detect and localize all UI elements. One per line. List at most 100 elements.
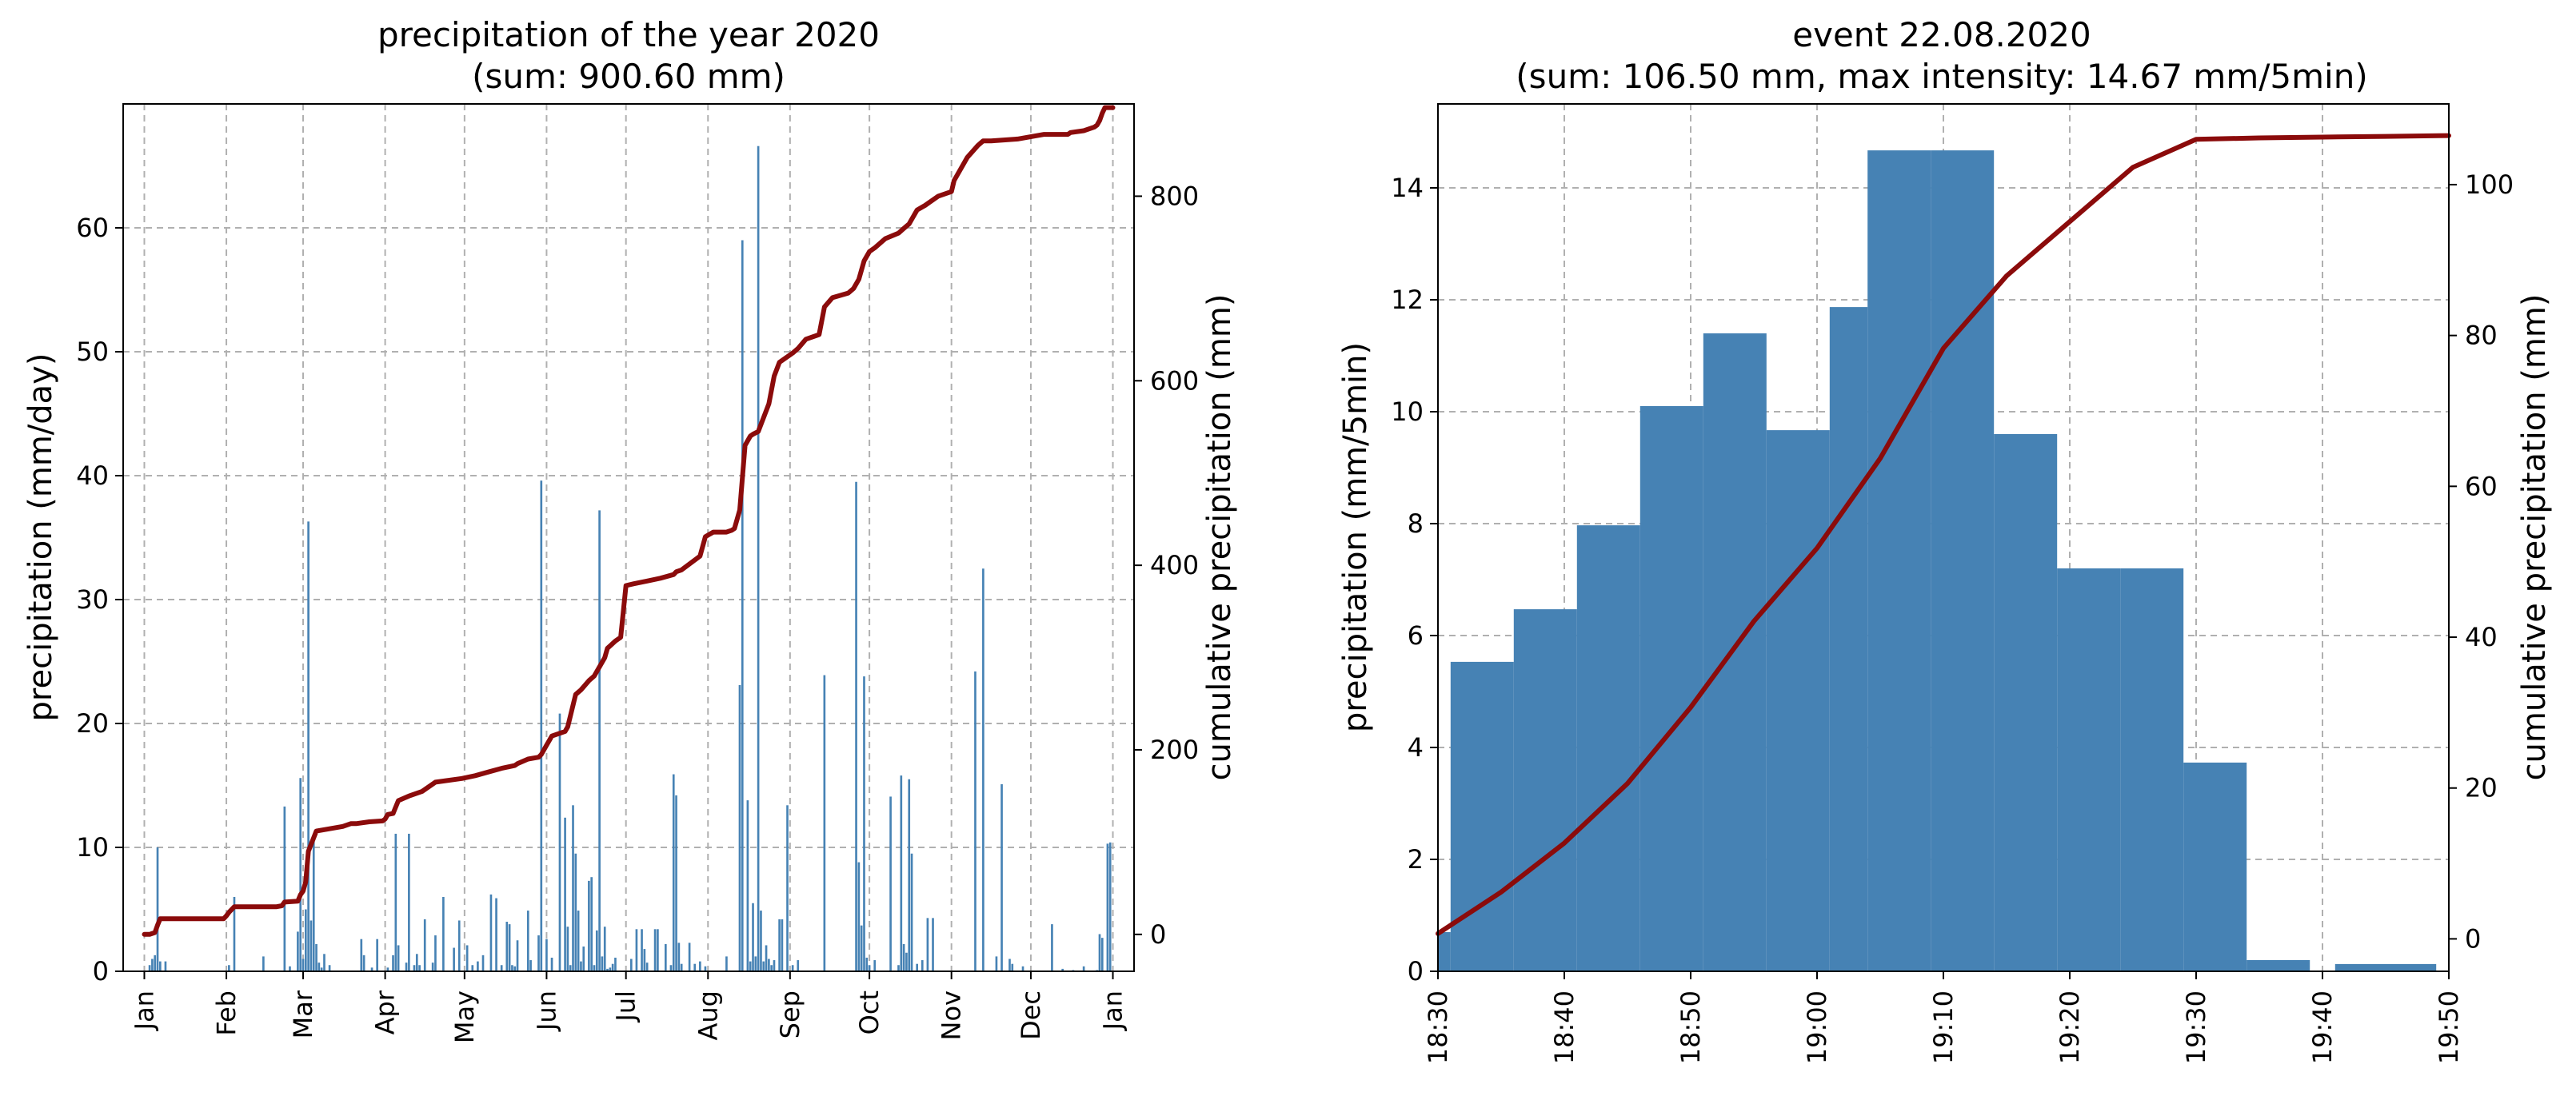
bar — [762, 961, 765, 971]
x-tick-label: Jun — [531, 990, 561, 1032]
bar — [558, 713, 561, 971]
bar — [693, 963, 697, 971]
bar — [500, 965, 503, 971]
bar — [738, 684, 741, 971]
bar — [392, 955, 394, 971]
y-tick-label: 0 — [1408, 956, 1424, 986]
y-tick-label: 2 — [1408, 844, 1424, 875]
bar — [768, 959, 770, 971]
bar — [677, 943, 681, 971]
bar — [982, 568, 984, 971]
bar — [516, 940, 519, 971]
bar — [457, 920, 461, 971]
bar — [312, 835, 315, 971]
bar — [921, 960, 924, 971]
bar — [529, 960, 532, 971]
bar — [704, 966, 707, 971]
bar — [148, 965, 151, 971]
bar — [1450, 661, 1514, 971]
bar — [315, 943, 318, 971]
bar — [415, 954, 418, 971]
bar — [1100, 938, 1104, 971]
bar — [754, 956, 757, 971]
bar — [159, 961, 162, 971]
bar — [1639, 406, 1703, 971]
bar — [588, 880, 590, 971]
bar — [156, 847, 159, 971]
x-tick-label: 19:50 — [2434, 990, 2464, 1064]
x-tick-label: 19:20 — [2055, 990, 2085, 1064]
bar — [574, 853, 577, 971]
bar — [495, 898, 497, 971]
y-tick-label: 8 — [1408, 508, 1424, 539]
bar — [773, 960, 776, 971]
bar — [641, 929, 643, 971]
bar — [1082, 966, 1085, 971]
daily-bars — [148, 145, 1112, 972]
bar — [370, 967, 373, 971]
bar — [791, 965, 794, 971]
y-tick-label: 6 — [1408, 620, 1424, 651]
y2-tick-label: 100 — [2465, 169, 2514, 200]
bar — [477, 961, 479, 971]
chart-subtitle: (sum: 106.50 mm, max intensity: 14.67 mm… — [1516, 57, 2367, 96]
bar — [307, 521, 310, 971]
x-tick-label: Sep — [775, 990, 805, 1038]
bar — [601, 956, 604, 971]
bar — [1051, 924, 1053, 971]
y2-tick-label: 40 — [2465, 622, 2498, 652]
bar — [1867, 150, 1931, 972]
bar — [635, 929, 638, 971]
bar — [318, 963, 321, 971]
y-axis-ticks: 0 2 4 6 8 10 12 14 — [1391, 173, 1438, 986]
interval-bars — [1438, 150, 2437, 972]
y-tick-label: 10 — [1391, 397, 1424, 427]
y2-tick-label: 800 — [1150, 181, 1199, 211]
y2-tick-label: 0 — [1150, 919, 1166, 950]
y-tick-label: 40 — [76, 460, 109, 491]
y-axis-label: precipitation (mm/5min) — [1337, 342, 1374, 732]
bar — [786, 805, 789, 971]
bar — [2334, 963, 2437, 971]
bar — [1829, 307, 1868, 972]
bar — [1108, 842, 1112, 971]
y-tick-label: 50 — [76, 337, 109, 367]
bar — [797, 960, 800, 971]
bar — [595, 930, 598, 971]
bar — [873, 960, 877, 971]
bar — [1106, 843, 1109, 971]
bar — [598, 510, 601, 971]
bar — [1098, 934, 1101, 971]
bar — [304, 909, 307, 971]
bar — [688, 943, 691, 971]
bar — [442, 897, 445, 971]
bar — [741, 240, 744, 971]
x-axis-ticks: Jan Feb Mar Apr May Jun Jul Aug Sep Oct Nov Dec Jan — [129, 971, 1128, 1043]
bar — [897, 965, 900, 971]
x-tick-label: 19:40 — [2307, 990, 2338, 1064]
bar — [413, 965, 416, 971]
bar — [657, 929, 659, 971]
bar — [289, 966, 291, 971]
bar — [590, 877, 593, 971]
bar — [566, 927, 569, 971]
bar — [489, 894, 493, 971]
bar — [865, 957, 869, 971]
y2-tick-label: 200 — [1150, 735, 1199, 765]
bar — [749, 961, 752, 971]
x-tick-label: Oct — [854, 990, 885, 1034]
bar — [823, 675, 826, 971]
x-tick-label: Jan — [129, 990, 159, 1031]
bar — [283, 806, 286, 971]
bar — [675, 795, 677, 971]
x-tick-label: 18:30 — [1423, 990, 1453, 1064]
bar — [537, 935, 540, 971]
bar — [511, 965, 513, 971]
bar — [725, 956, 728, 971]
bar — [569, 965, 572, 971]
bar — [857, 862, 861, 971]
bar — [397, 945, 400, 971]
bar — [860, 925, 863, 971]
bar — [550, 957, 553, 971]
bar — [1000, 783, 1003, 971]
